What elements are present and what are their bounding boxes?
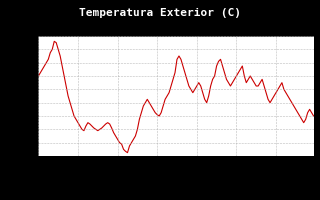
Text: Temperatura Exterior (C): Temperatura Exterior (C) [79,8,241,18]
Text: 2025: 2025 [166,22,186,31]
